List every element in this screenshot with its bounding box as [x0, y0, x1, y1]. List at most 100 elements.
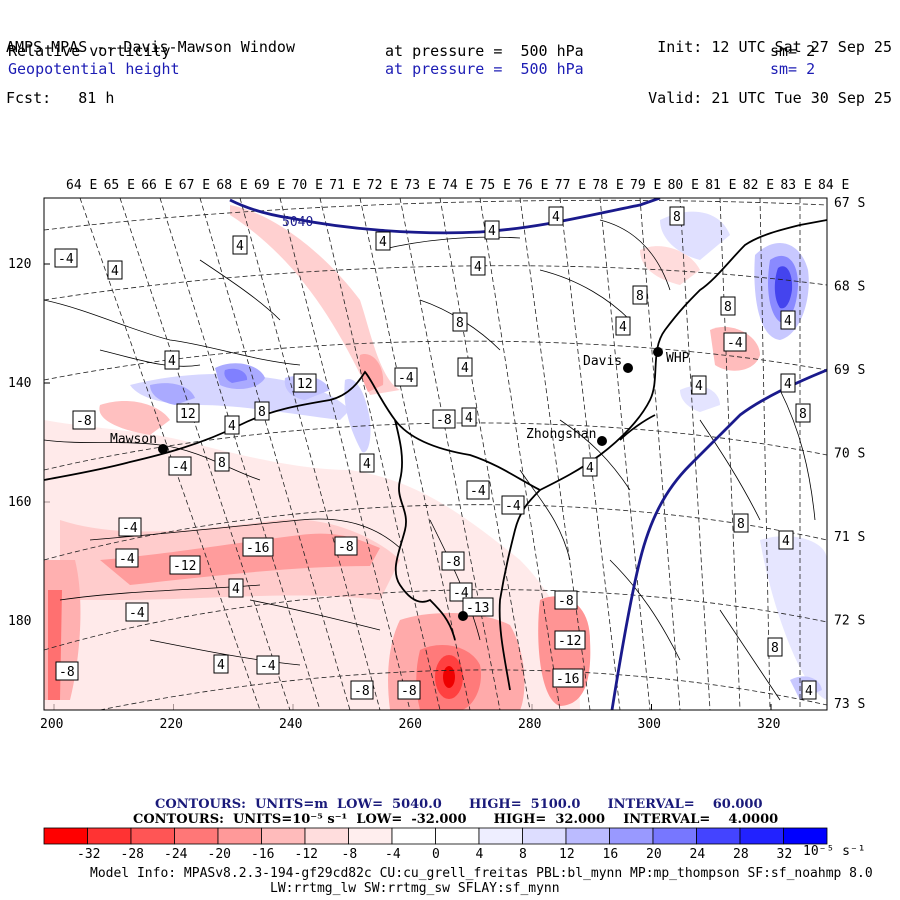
vorticity-label: 4 — [461, 407, 477, 427]
colorbar-swatch — [652, 827, 697, 845]
vorticity-label-box — [164, 350, 180, 370]
longitude-label: 71 E — [329, 178, 360, 193]
vorticity-label-text: 8 — [258, 405, 266, 420]
vorticity-label: 8 — [254, 401, 270, 421]
vorticity-label: 4 — [470, 256, 486, 276]
colorbar-units: 10⁻⁵ s⁻¹ — [803, 844, 866, 859]
colorbar-swatch — [739, 827, 784, 845]
vorticity-label-box — [780, 373, 796, 393]
vorticity-label-box — [720, 296, 736, 316]
colorbar-tick-label: 16 — [603, 847, 619, 862]
vorticity-label-text: 8 — [771, 641, 779, 656]
vorticity-label: -8 — [432, 409, 456, 429]
vorticity-label-text: -16 — [556, 672, 579, 687]
vorticity-label-box — [256, 655, 280, 675]
colorbar-tick-label: 28 — [733, 847, 749, 862]
vorticity-label-text: -8 — [354, 684, 370, 699]
vorticity-label-text: 4 — [217, 658, 225, 673]
vorticity-label: 8 — [214, 452, 230, 472]
vorticity-label: -4 — [723, 332, 747, 352]
vorticity-label-box — [461, 407, 477, 427]
geopotential-height-contours — [229, 198, 827, 710]
vorticity-label-text: -4 — [453, 586, 469, 601]
colorbar-tick-label: 12 — [559, 847, 575, 862]
colorbar-tick-label: 0 — [432, 847, 440, 862]
station-zhongshan-dot — [597, 436, 607, 446]
vorticity-label: 12 — [293, 373, 317, 393]
colorbar-swatch — [43, 827, 88, 845]
vorticity-label: -4 — [115, 548, 139, 568]
vorticity-label-text: -12 — [558, 634, 581, 649]
vorticity-label-text: 4 — [488, 224, 496, 239]
colorbar-tick-label: 20 — [646, 847, 662, 862]
vorticity-label-text: 12 — [180, 407, 196, 422]
longitude-label: 77 E — [555, 178, 586, 193]
vorticity-label-box — [375, 231, 391, 251]
field-2-level-value: 500 hPa — [520, 60, 584, 78]
field-1-level-label: at pressure = — [385, 42, 503, 60]
vorticity-label-text: 8 — [737, 517, 745, 532]
contour1-prefix: CONTOURS: — [155, 797, 246, 812]
contour2-interval: INTERVAL= 4.0000 — [623, 812, 779, 827]
vorticity-label-text: -16 — [246, 541, 269, 556]
vorticity-label-text: 4 — [232, 582, 240, 597]
valid-line: Valid: 21 UTC Tue 30 Sep 25 — [648, 90, 892, 107]
vorticity-label-box — [334, 536, 358, 556]
vorticity-label: -4 — [449, 582, 473, 602]
station-mawson-dot — [158, 444, 168, 454]
longitude-label: 66 E — [141, 178, 172, 193]
longitude-label: 83 E — [780, 178, 811, 193]
stations: Mawson Davis WHP Zhongshan — [110, 347, 690, 621]
contour1-interval: INTERVAL= 60.000 — [607, 797, 763, 812]
vorticity-label: -8 — [441, 551, 465, 571]
latitude-label: 68 S — [834, 280, 865, 295]
longitude-label: 75 E — [480, 178, 511, 193]
vorticity-label: 8 — [795, 403, 811, 423]
vorticity-label-box — [350, 680, 374, 700]
field-1-name: Relative vorticity — [8, 42, 171, 60]
colorbar-swatch — [174, 827, 219, 845]
height-contour-label: 5040 — [282, 215, 313, 230]
init-line: Init: 12 UTC Sat 27 Sep 25 — [648, 39, 892, 56]
longitude-label: 82 E — [743, 178, 774, 193]
longitude-label: 79 E — [630, 178, 661, 193]
vorticity-label: -4 — [168, 456, 192, 476]
right-latitude-labels: 67 S 68 S 69 S 70 S 71 S 72 S 73 S — [834, 196, 865, 712]
vorticity-label: -8 — [397, 680, 421, 700]
vorticity-label: 4 — [107, 260, 123, 280]
vorticity-label: -16 — [242, 537, 274, 557]
latitude-label: 69 S — [834, 363, 865, 378]
vorticity-label-box — [778, 530, 794, 550]
vorticity-label-text: 4 — [363, 457, 371, 472]
vorticity-label-text: 4 — [784, 314, 792, 329]
colorbar — [43, 827, 828, 845]
vorticity-label-box — [394, 367, 418, 387]
vorticity-label: -12 — [169, 555, 201, 575]
vorticity-label: 4 — [164, 350, 180, 370]
vorticity-label-text: 8 — [673, 210, 681, 225]
colorbar-tick-label: -24 — [164, 847, 188, 862]
contour2-high: HIGH= 32.000 — [493, 812, 606, 827]
vorticity-label-text: -8 — [59, 665, 75, 680]
vorticity-label-box — [501, 495, 525, 515]
init-label: Init: — [657, 38, 703, 56]
contour1-high: HIGH= 5100.0 — [468, 797, 581, 812]
vorticity-label: 4 — [228, 578, 244, 598]
vorticity-label-text: 4 — [784, 377, 792, 392]
vorticity-label-text: 4 — [586, 461, 594, 476]
vorticity-label-text: 8 — [724, 300, 732, 315]
forecast-hours: 81 h — [78, 89, 115, 107]
vorticity-label: 4 — [359, 453, 375, 473]
vorticity-label-text: 4 — [782, 534, 790, 549]
vorticity-label-text: -4 — [505, 499, 521, 514]
vorticity-label-text: 4 — [474, 260, 482, 275]
vorticity-label-box — [801, 680, 817, 700]
vorticity-label-box — [118, 517, 142, 537]
colorbar-swatch — [609, 827, 654, 845]
contour1-units: UNITS=m — [254, 797, 328, 812]
vorticity-label-box — [484, 220, 500, 240]
longitude-label: 84 E — [818, 178, 849, 193]
field-1-level-value: 500 hPa — [520, 42, 584, 60]
vorticity-label: 8 — [767, 637, 783, 657]
map-frame — [43, 197, 828, 711]
